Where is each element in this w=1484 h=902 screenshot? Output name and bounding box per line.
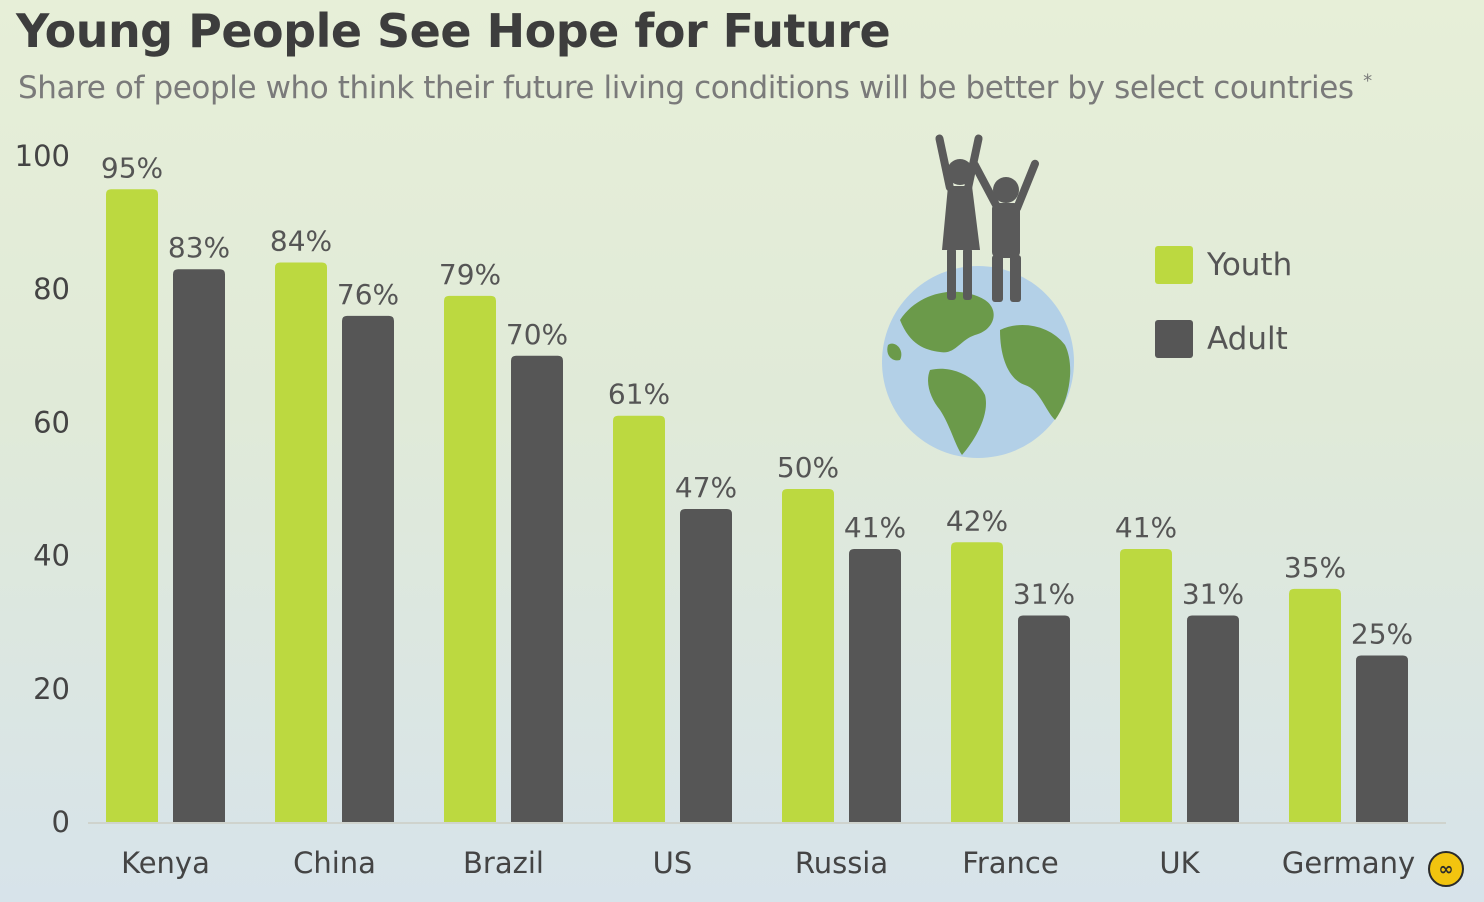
statista-logo-icon: ∞ [1428, 851, 1464, 887]
bar-youth-brazil [444, 295, 496, 822]
bar-youth-russia [782, 489, 834, 822]
legend-item-youth: Youth [1155, 228, 1292, 302]
chart-subtitle: Share of people who think their future l… [18, 70, 1372, 106]
y-tick-label: 40 [33, 539, 70, 573]
data-label: 79% [439, 258, 501, 291]
data-label: 42% [946, 504, 1008, 537]
data-label: 25% [1351, 618, 1413, 651]
data-label: 50% [777, 451, 839, 484]
bar-youth-germany [1289, 588, 1341, 822]
bar-adult-uk [1187, 615, 1239, 822]
legend-swatch-youth [1155, 246, 1193, 284]
x-tick-label: US [653, 846, 693, 880]
y-tick-label: 0 [52, 805, 70, 839]
legend-swatch-adult [1155, 320, 1193, 358]
bar-adult-germany [1356, 655, 1408, 822]
data-label: 47% [675, 471, 737, 504]
data-label: 61% [608, 378, 670, 411]
data-label: 95% [101, 151, 163, 184]
chart-legend: Youth Adult [1155, 228, 1292, 376]
data-label: 41% [844, 511, 906, 544]
data-label: 31% [1182, 578, 1244, 611]
x-tick-label: Brazil [463, 846, 544, 880]
children-on-globe-icon [882, 134, 1074, 458]
data-label: 84% [270, 225, 332, 258]
data-label: 31% [1013, 578, 1075, 611]
footnote-mark: * [1363, 70, 1372, 92]
y-tick-label: 20 [33, 672, 70, 706]
x-tick-label: France [962, 846, 1058, 880]
bar-youth-france [951, 542, 1003, 822]
legend-item-adult: Adult [1155, 302, 1292, 376]
x-tick-label: Russia [795, 846, 888, 880]
chart-title: Young People See Hope for Future [16, 4, 891, 58]
subtitle-text: Share of people who think their future l… [18, 70, 1354, 106]
legend-label-youth: Youth [1207, 247, 1293, 283]
data-label: 76% [337, 278, 399, 311]
bar-adult-us [680, 508, 732, 822]
bar-adult-china [342, 315, 394, 822]
data-label: 70% [506, 318, 568, 351]
data-label: 35% [1284, 551, 1346, 584]
x-tick-label: Kenya [121, 846, 210, 880]
y-tick-label: 80 [33, 272, 70, 306]
bar-adult-brazil [511, 355, 563, 822]
legend-label-adult: Adult [1207, 321, 1288, 357]
bar-adult-russia [849, 548, 901, 822]
x-tick-label: UK [1159, 846, 1200, 880]
x-tick-label: China [293, 846, 376, 880]
data-label: 83% [168, 231, 230, 264]
bar-adult-kenya [173, 269, 225, 823]
data-label: 41% [1115, 511, 1177, 544]
x-tick-label: Germany [1282, 846, 1415, 880]
bar-youth-uk [1120, 548, 1172, 822]
bar-adult-france [1018, 615, 1070, 822]
y-tick-label: 100 [15, 139, 70, 173]
y-tick-label: 60 [33, 405, 70, 439]
bar-youth-kenya [106, 189, 158, 823]
bar-youth-china [275, 262, 327, 822]
bar-youth-us [613, 415, 665, 822]
